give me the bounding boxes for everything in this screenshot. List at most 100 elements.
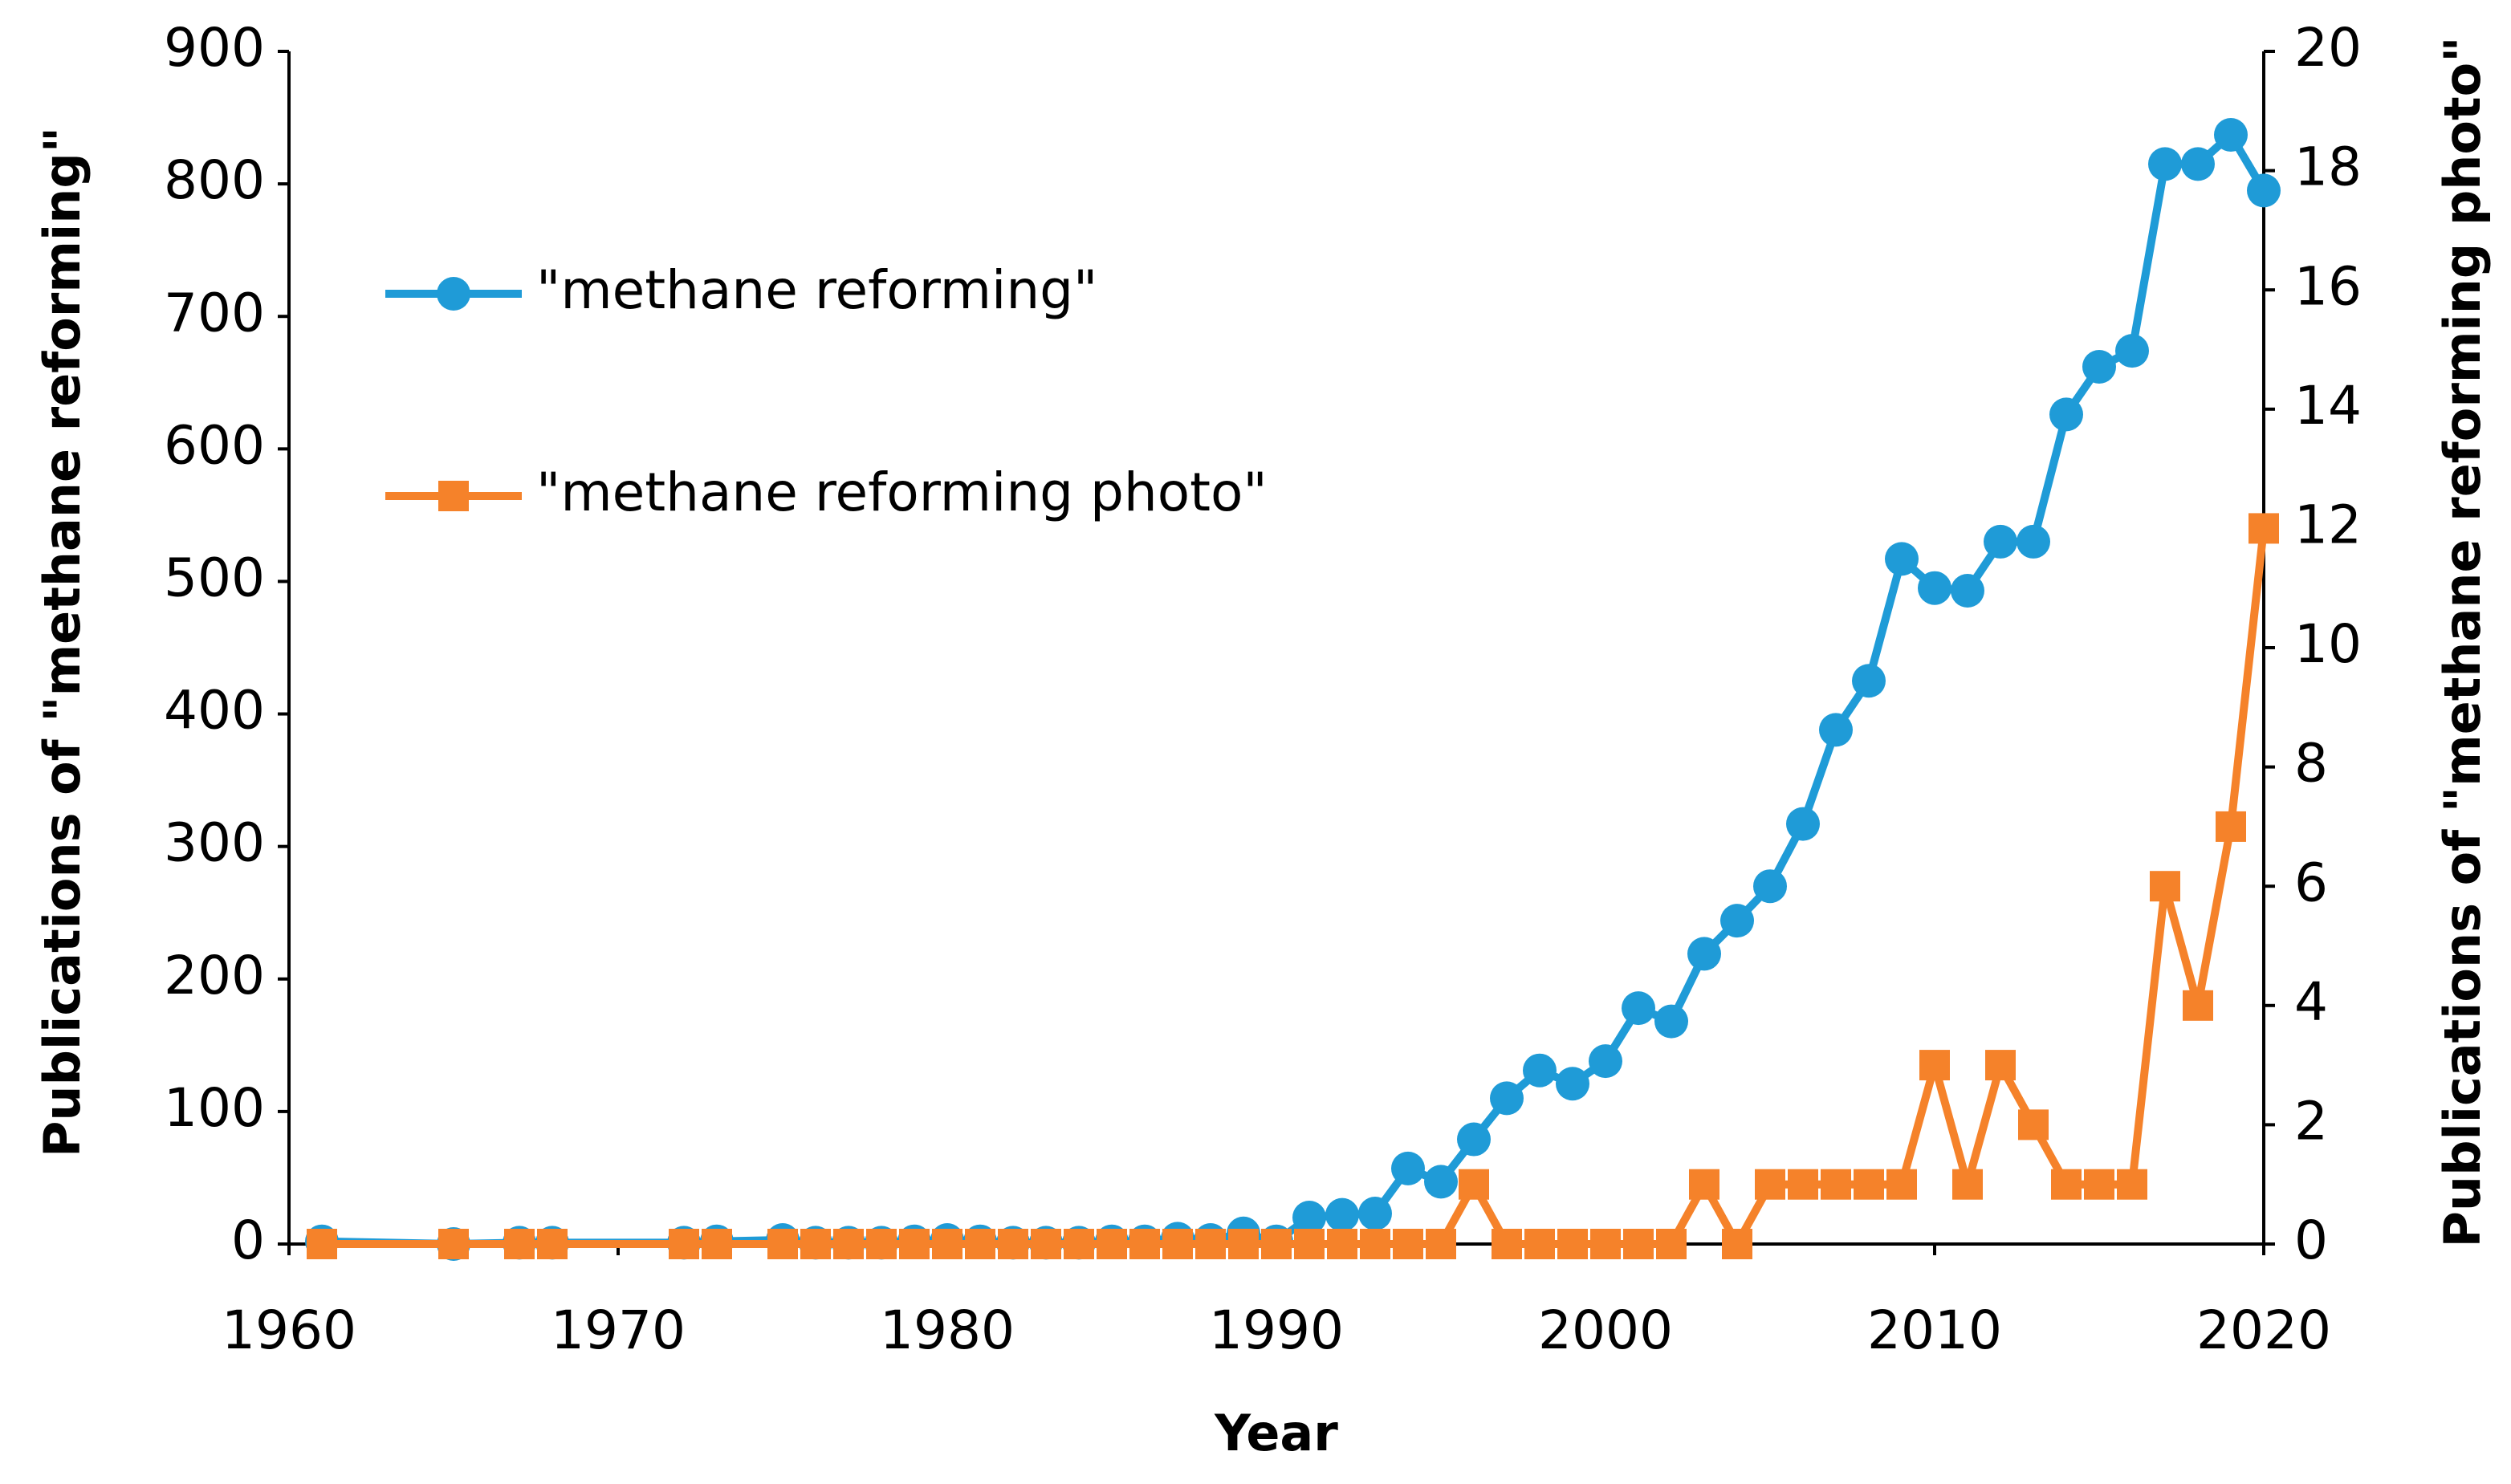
data-point <box>1722 1229 1752 1259</box>
y2-tick-label: 18 <box>2294 136 2362 198</box>
data-point <box>2216 811 2246 842</box>
y2-tick-label: 4 <box>2294 971 2328 1033</box>
data-point <box>2249 513 2279 544</box>
data-point <box>438 1229 469 1259</box>
data-point <box>1358 1197 1392 1231</box>
y2-tick-label: 8 <box>2294 733 2328 795</box>
data-point <box>1129 1229 1160 1259</box>
data-point <box>1424 1165 1458 1199</box>
data-point <box>1689 1169 1719 1200</box>
data-point <box>1325 1197 1359 1232</box>
legend-label: "methane reforming" <box>536 259 1097 321</box>
data-point <box>1360 1229 1390 1259</box>
data-point <box>932 1229 962 1259</box>
data-point <box>1656 1229 1687 1259</box>
data-point <box>1490 1081 1524 1116</box>
data-point <box>1228 1229 1259 1259</box>
data-point <box>2084 1169 2114 1200</box>
data-point <box>2018 1109 2049 1140</box>
x-tick-label: 2000 <box>1538 1299 1673 1361</box>
legend-marker <box>437 277 470 311</box>
y2-axis-label: Publications of "methane reforming photo… <box>2433 36 2492 1247</box>
data-point <box>1755 1169 1785 1200</box>
data-point <box>2049 397 2083 432</box>
data-point <box>1162 1229 1193 1259</box>
data-point <box>1885 542 1919 576</box>
data-point <box>1886 1169 1917 1200</box>
x-axis-label: Year <box>1214 1404 1338 1462</box>
y-tick-label: 700 <box>164 282 265 344</box>
legend-label: "methane reforming photo" <box>536 461 1268 523</box>
data-point <box>1327 1229 1357 1259</box>
data-point <box>2148 147 2182 181</box>
x-tick-label: 2020 <box>2196 1299 2331 1361</box>
y2-tick-label: 12 <box>2294 494 2362 555</box>
data-point <box>2017 524 2050 559</box>
data-point <box>1687 937 1721 971</box>
data-point <box>1393 1229 1423 1259</box>
data-point <box>2181 147 2215 181</box>
data-point <box>1918 571 1951 605</box>
data-point <box>1523 1053 1557 1088</box>
data-point <box>800 1229 831 1259</box>
y2-tick-label: 2 <box>2294 1090 2328 1152</box>
y-tick-label: 400 <box>164 680 265 742</box>
data-point <box>504 1229 535 1259</box>
data-point <box>866 1229 897 1259</box>
x-tick-label: 2010 <box>1867 1299 2002 1361</box>
data-point <box>1985 1050 2016 1081</box>
data-point <box>1292 1200 1326 1234</box>
y-tick-label: 300 <box>164 812 265 874</box>
y2-tick-label: 16 <box>2294 255 2362 317</box>
data-point <box>1097 1229 1127 1259</box>
data-point <box>1720 904 1754 938</box>
data-point <box>537 1229 568 1259</box>
data-point <box>2247 173 2281 208</box>
data-point <box>833 1229 864 1259</box>
data-point <box>1854 1169 1884 1200</box>
series-line <box>322 527 2268 1248</box>
y-tick-label: 800 <box>164 149 265 211</box>
data-point <box>1492 1229 1522 1259</box>
y-tick-label: 100 <box>164 1077 265 1139</box>
data-point <box>1064 1229 1094 1259</box>
data-point <box>669 1229 699 1259</box>
data-point <box>1261 1229 1292 1259</box>
data-point <box>702 1229 732 1259</box>
data-point <box>1788 1169 1818 1200</box>
data-point <box>2214 118 2248 152</box>
data-point <box>1459 1169 1489 1200</box>
data-point <box>767 1229 798 1259</box>
y-axis-label: Publications of "methane reforming" <box>33 127 92 1157</box>
data-point <box>1524 1229 1555 1259</box>
data-point <box>1590 1229 1621 1259</box>
data-point <box>2150 871 2180 902</box>
data-point <box>899 1229 930 1259</box>
data-point <box>1753 869 1787 904</box>
data-point <box>1952 1169 1983 1200</box>
data-point <box>1031 1229 1061 1259</box>
data-point <box>1821 1169 1851 1200</box>
y2-tick-label: 20 <box>2294 17 2362 79</box>
data-point <box>1951 574 1984 608</box>
data-point <box>2051 1169 2082 1200</box>
data-point <box>998 1229 1028 1259</box>
data-point <box>1852 664 1886 698</box>
y2-tick-label: 0 <box>2294 1210 2328 1271</box>
data-point <box>1556 1067 1589 1101</box>
data-point <box>1391 1151 1425 1185</box>
x-tick-label: 1990 <box>1209 1299 1344 1361</box>
data-point <box>1557 1229 1588 1259</box>
x-tick-label: 1970 <box>551 1299 686 1361</box>
y-tick-label: 200 <box>164 945 265 1006</box>
data-point <box>1457 1122 1491 1157</box>
data-point <box>1623 1229 1654 1259</box>
y-tick-label: 600 <box>164 414 265 476</box>
y2-tick-label: 6 <box>2294 852 2328 913</box>
y2-tick-label: 14 <box>2294 375 2362 437</box>
y2-tick-label: 10 <box>2294 613 2362 675</box>
y-tick-label: 0 <box>231 1210 265 1271</box>
data-point <box>307 1229 337 1259</box>
